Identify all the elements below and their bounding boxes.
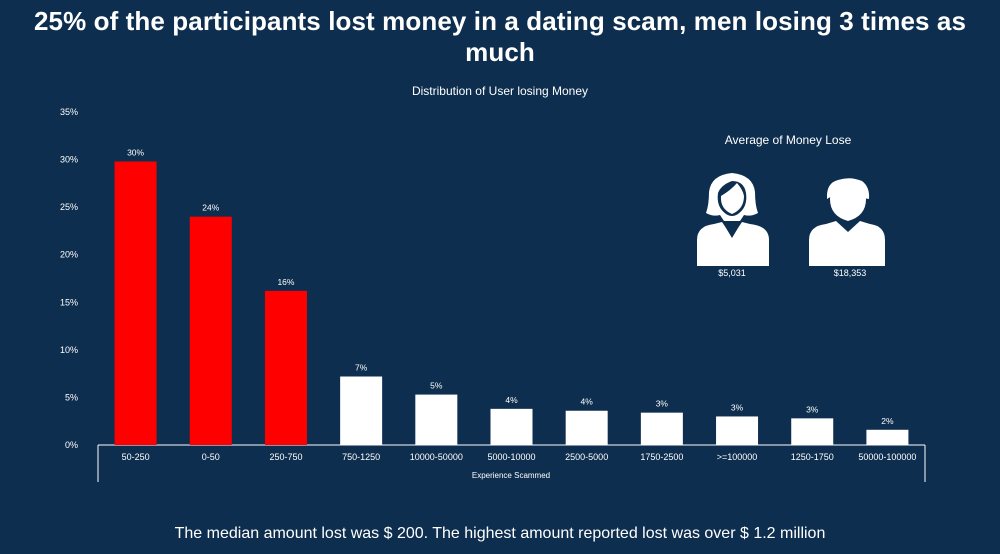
- bar: [340, 376, 383, 445]
- bar: [490, 408, 533, 445]
- bar: [716, 416, 759, 445]
- y-tick-label: 30%: [60, 155, 78, 165]
- male-average-value: $18,353: [834, 268, 867, 278]
- data-label: 16%: [277, 277, 294, 287]
- data-label: 4%: [581, 397, 594, 407]
- y-tick-label: 15%: [60, 297, 78, 307]
- x-tick-label: 1250-1750: [791, 452, 834, 462]
- x-tick-label: 5000-10000: [487, 452, 535, 462]
- bar: [791, 418, 834, 445]
- x-tick-label: 2500-5000: [565, 452, 608, 462]
- y-tick-label: 25%: [60, 202, 78, 212]
- x-tick-label: >=100000: [717, 452, 758, 462]
- y-tick-label: 5%: [65, 392, 78, 402]
- data-label: 3%: [806, 404, 819, 414]
- data-label: 30%: [127, 147, 144, 157]
- data-label: 7%: [355, 362, 368, 372]
- y-tick-label: 35%: [60, 107, 78, 117]
- bar: [189, 216, 232, 445]
- y-tick-label: 20%: [60, 250, 78, 260]
- footer-note: The median amount lost was $ 200. The hi…: [174, 525, 826, 542]
- y-tick-label: 10%: [60, 345, 78, 355]
- bars-group: 30% 24% 16% 7% 5% 4% 4% 3% 3% 3% 2%: [114, 147, 909, 445]
- data-label: 3%: [731, 402, 744, 412]
- bar: [640, 412, 683, 445]
- bar: [415, 394, 458, 445]
- x-axis-title: Experience Scammed: [472, 471, 550, 480]
- x-tick-label: 50000-100000: [858, 452, 916, 462]
- data-label: 4%: [505, 395, 518, 405]
- x-tick-label: 50-250: [122, 452, 150, 462]
- data-label: 24%: [202, 203, 219, 213]
- y-axis-ticks: 0% 5% 10% 15% 20% 25% 30% 35%: [60, 107, 78, 450]
- x-tick-label: 1750-2500: [640, 452, 683, 462]
- average-title: Average of Money Lose: [725, 133, 852, 147]
- chart-title: Distribution of User losing Money: [412, 84, 588, 98]
- bar: [565, 410, 608, 445]
- bar: [866, 429, 909, 445]
- x-tick-label: 250-750: [269, 452, 302, 462]
- data-label: 2%: [881, 416, 894, 426]
- x-axis-labels: 50-250 0-50 250-750 750-1250 10000-50000 5000…: [122, 452, 917, 462]
- y-tick-label: 0%: [65, 440, 78, 450]
- female-average-value: $5,031: [718, 268, 746, 278]
- x-tick-label: 0-50: [202, 452, 220, 462]
- x-tick-label: 10000-50000: [410, 452, 463, 462]
- bar: [264, 290, 307, 445]
- male-user-icon: [809, 178, 885, 266]
- bar: [114, 161, 157, 445]
- headline: 25% of the participants lost money in a …: [33, 6, 967, 67]
- x-tick-label: 750-1250: [342, 452, 380, 462]
- data-label: 5%: [430, 381, 443, 391]
- female-user-icon: [697, 173, 769, 266]
- data-label: 3%: [656, 399, 669, 409]
